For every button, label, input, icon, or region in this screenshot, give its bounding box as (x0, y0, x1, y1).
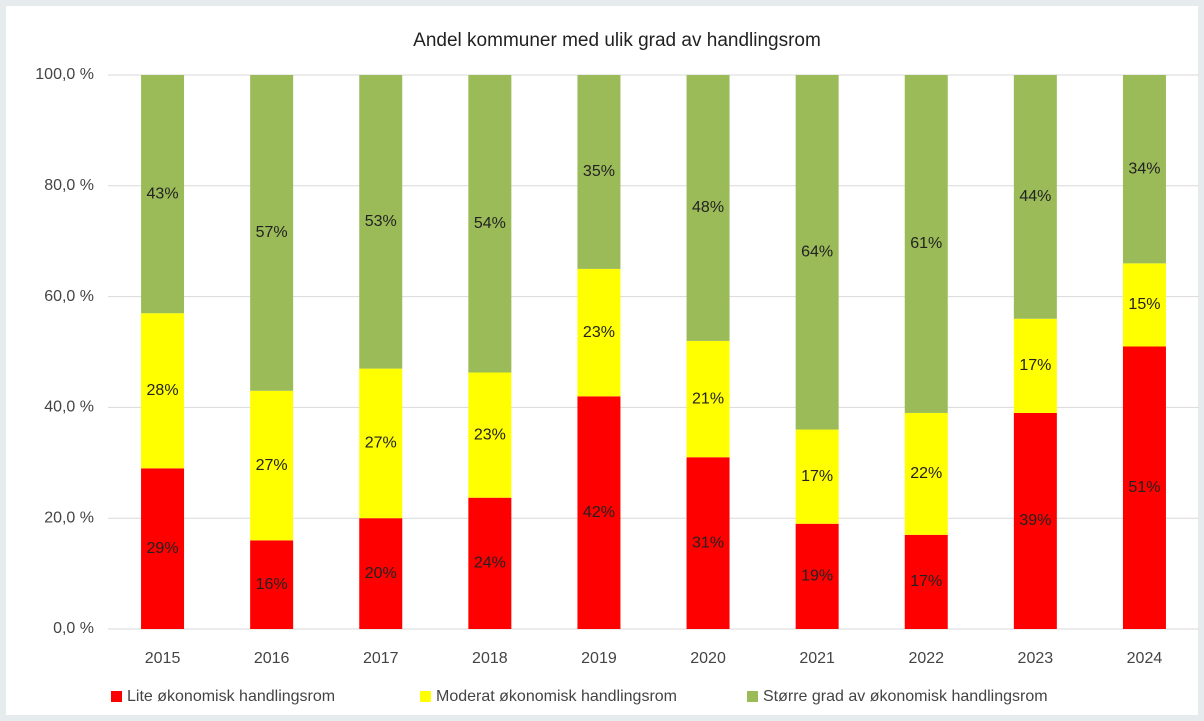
data-label: 54% (474, 215, 506, 232)
bar-segment (250, 75, 294, 391)
data-label: 17% (801, 468, 833, 485)
legend-swatch (747, 691, 758, 702)
data-label: 23% (583, 324, 615, 341)
x-tick-label: 2020 (690, 650, 726, 667)
data-label: 43% (147, 185, 179, 202)
data-label: 31% (692, 534, 724, 551)
bar-segment (904, 534, 948, 629)
chart-title: Andel kommuner med ulik grad av handling… (413, 30, 821, 51)
data-label: 17% (1019, 357, 1051, 374)
data-label: 57% (256, 224, 288, 241)
bar-segment (795, 429, 839, 524)
bar-segment (359, 368, 403, 519)
data-label: 16% (256, 576, 288, 593)
bar-segment (1122, 75, 1166, 264)
data-label: 61% (910, 235, 942, 252)
bar-segment (904, 75, 948, 413)
bar-segment (1013, 75, 1057, 319)
legend-swatch (111, 691, 122, 702)
data-label: 64% (801, 243, 833, 260)
y-tick-label: 60,0 % (44, 288, 94, 305)
bar-segment (795, 523, 839, 629)
data-label: 34% (1128, 160, 1160, 177)
data-label: 29% (147, 540, 179, 557)
bar-segment (577, 396, 621, 629)
y-tick-label: 40,0 % (44, 399, 94, 416)
data-label: 28% (147, 382, 179, 399)
data-label: 51% (1128, 479, 1160, 496)
data-label: 35% (583, 163, 615, 180)
bar-segment (141, 468, 185, 629)
bar-segment (359, 518, 403, 629)
y-tick-label: 0,0 % (53, 620, 94, 637)
data-label: 53% (365, 213, 397, 230)
x-tick-label: 2018 (472, 650, 508, 667)
data-label: 17% (910, 573, 942, 590)
data-label: 24% (474, 555, 506, 572)
x-tick-label: 2015 (145, 650, 181, 667)
bar-segment (250, 540, 294, 629)
x-tick-label: 2022 (908, 650, 944, 667)
x-tick-label: 2021 (799, 650, 835, 667)
legend-label: Lite økonomisk handlingsrom (127, 688, 335, 705)
legend-label: Større grad av økonomisk handlingsrom (763, 688, 1048, 705)
bar-segment (1013, 412, 1057, 629)
y-tick-label: 100,0 % (35, 66, 94, 83)
bar-segment (1013, 318, 1057, 413)
legend-swatch (420, 691, 431, 702)
data-label: 39% (1019, 512, 1051, 529)
bar-segment (1122, 263, 1166, 347)
bar-segment (577, 75, 621, 269)
data-label: 22% (910, 465, 942, 482)
bar-segment (468, 372, 512, 498)
legend-label: Moderat økonomisk handlingsrom (436, 688, 677, 705)
data-label: 21% (692, 390, 724, 407)
bar-segment (468, 497, 512, 629)
bar-segment (141, 75, 185, 314)
y-tick-label: 20,0 % (44, 509, 94, 526)
x-tick-label: 2023 (1018, 650, 1054, 667)
bar-segment (468, 75, 512, 373)
data-label: 42% (583, 504, 615, 521)
bar-segment (577, 268, 621, 397)
bar-segment (686, 75, 730, 341)
y-tick-label: 80,0 % (44, 177, 94, 194)
x-tick-label: 2016 (254, 650, 290, 667)
data-label: 20% (365, 565, 397, 582)
bar-segment (359, 75, 403, 369)
data-label: 19% (801, 568, 833, 585)
bar-segment (141, 313, 185, 469)
x-tick-label: 2019 (581, 650, 617, 667)
bar-segment (686, 457, 730, 629)
bar-segment (686, 340, 730, 458)
data-label: 23% (474, 426, 506, 443)
data-label: 27% (256, 457, 288, 474)
bar-segment (1122, 346, 1166, 629)
data-label: 44% (1019, 188, 1051, 205)
x-tick-label: 2017 (363, 650, 399, 667)
data-label: 27% (365, 435, 397, 452)
data-label: 15% (1128, 296, 1160, 313)
bar-segment (904, 412, 948, 535)
data-label: 48% (692, 199, 724, 216)
x-tick-label: 2024 (1127, 650, 1163, 667)
bar-segment (795, 75, 839, 430)
bar-segment (250, 390, 294, 541)
